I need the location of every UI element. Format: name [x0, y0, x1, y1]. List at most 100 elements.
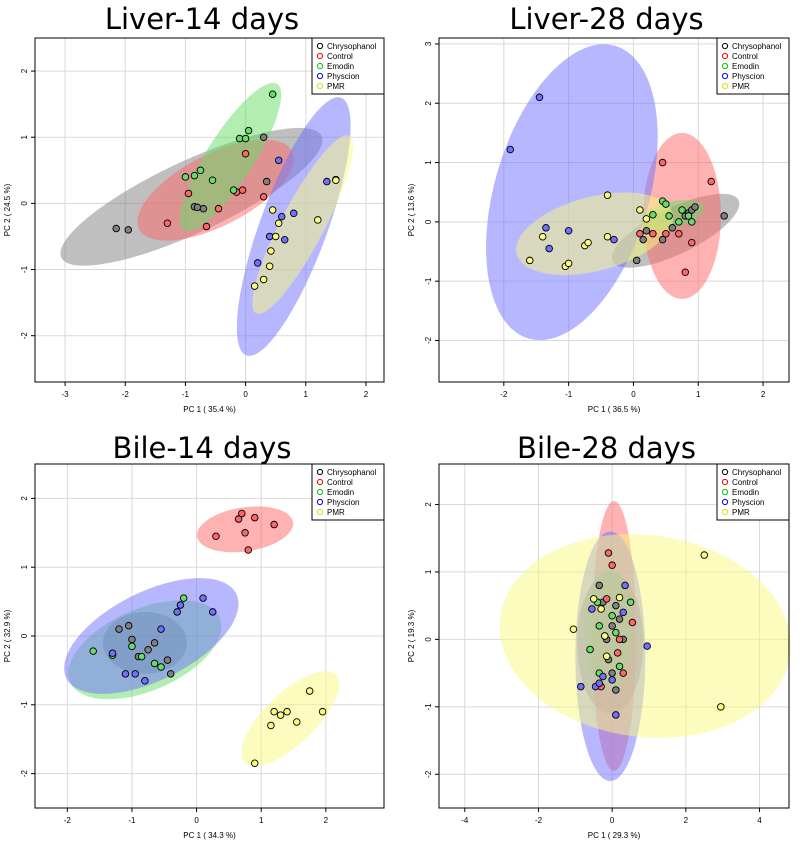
- point-pmr: [589, 595, 598, 603]
- point-chrysophanol: [608, 669, 616, 677]
- point-emodin: [675, 218, 683, 226]
- point-pmr: [642, 215, 651, 223]
- point-emodin: [684, 212, 693, 220]
- x-axis-label: PC 1 ( 36.5 %): [588, 405, 641, 414]
- point-pmr: [293, 718, 301, 726]
- legend-marker-control: [721, 52, 729, 60]
- point-chrysophanol: [163, 656, 172, 664]
- point-physcion: [199, 594, 207, 602]
- point-physcion: [131, 670, 139, 678]
- y-tick-label: 1: [20, 134, 29, 139]
- legend-marker-physcion: [316, 72, 324, 80]
- legend-marker-pmr: [721, 508, 729, 516]
- point-emodin: [128, 642, 136, 651]
- legend-label-control: Control: [327, 52, 353, 61]
- y-tick-label: 2: [424, 100, 433, 105]
- point-chrysophanol: [150, 639, 159, 647]
- point-control: [234, 515, 243, 523]
- legend-box: [716, 37, 790, 95]
- point-pmr: [265, 262, 274, 270]
- point-pmr: [267, 721, 275, 730]
- point-chrysophanol: [199, 204, 208, 213]
- axis-ticks: -2 -1 0 1 2 -2 -1 0 1 2: [20, 496, 328, 825]
- confidence-ellipses: [499, 501, 792, 782]
- axis-ticks: -3 -2 -1 0 1 2 -2 -1 0 1 2: [20, 68, 369, 399]
- legend-label-chrysophanol: Chrysophanol: [327, 468, 377, 477]
- x-tick-label: 0: [610, 816, 615, 825]
- legend-label-chrysophanol: Chrysophanol: [732, 468, 782, 477]
- point-physcion: [323, 177, 331, 186]
- point-physcion: [141, 676, 149, 685]
- point-control: [270, 520, 278, 529]
- point-pmr: [267, 247, 275, 255]
- point-physcion: [545, 244, 553, 253]
- plot-frame: [438, 37, 790, 383]
- point-control: [212, 532, 220, 540]
- point-control: [658, 158, 667, 167]
- legend-label-emodin: Emodin: [327, 488, 354, 497]
- point-physcion: [157, 625, 165, 633]
- point-chrysophanol: [612, 686, 620, 694]
- point-pmr: [603, 191, 612, 199]
- legend-marker-pmr: [316, 82, 324, 90]
- point-control: [613, 649, 622, 657]
- x-tick-label: -2: [500, 390, 508, 399]
- y-tick-label: -2: [424, 336, 433, 344]
- legend-label-pmr: PMR: [327, 508, 345, 517]
- point-physcion: [108, 649, 117, 657]
- point-emodin: [688, 218, 696, 226]
- point-control: [214, 204, 223, 213]
- chart-title: Liver-14 days: [104, 2, 300, 36]
- x-tick-label: 1: [696, 390, 701, 399]
- x-tick-label: 2: [324, 816, 329, 825]
- point-control: [675, 229, 683, 238]
- point-physcion: [208, 608, 217, 616]
- panel-liver-14: Liver-14 days -3 -2 -1 0 1 2 -2 -1 0 1 2 PC 1 ( 35.…: [0, 0, 404, 426]
- point-control: [619, 669, 627, 677]
- legend-marker-pmr: [721, 82, 729, 90]
- legend-box: [311, 37, 385, 95]
- point-control: [662, 229, 670, 238]
- ellipse-pmr: [241, 671, 340, 766]
- y-tick-label: 0: [424, 637, 433, 642]
- point-emodin: [649, 210, 657, 219]
- legend-box: [311, 463, 385, 521]
- legend-marker-physcion: [721, 72, 729, 80]
- point-physcion: [599, 672, 607, 681]
- y-tick-label: 0: [424, 219, 433, 224]
- point-emodin: [137, 652, 146, 661]
- y-axis-label: PC 2 ( 19.3 %): [407, 609, 416, 662]
- legend-marker-control: [316, 52, 324, 60]
- data-points: [112, 90, 340, 290]
- x-tick-label: -2: [64, 816, 72, 825]
- point-pmr: [271, 232, 280, 241]
- point-emodin: [662, 200, 670, 208]
- y-axis-label: PC 2 ( 32.9 %): [3, 609, 12, 662]
- point-physcion: [610, 235, 618, 244]
- point-control: [604, 549, 613, 557]
- point-pmr: [270, 707, 278, 716]
- x-tick-label: -4: [461, 816, 469, 825]
- point-physcion: [619, 608, 627, 617]
- point-chrysophanol: [193, 203, 202, 212]
- point-pmr: [615, 593, 624, 602]
- legend-label-pmr: PMR: [732, 82, 750, 91]
- point-physcion: [643, 642, 651, 650]
- y-tick-label: -1: [424, 277, 433, 285]
- point-chrysophanol: [124, 226, 133, 234]
- point-physcion: [280, 236, 289, 244]
- point-emodin: [665, 212, 673, 220]
- point-physcion: [577, 682, 585, 691]
- point-physcion: [173, 608, 181, 616]
- y-tick-label: 3: [424, 41, 433, 46]
- legend-marker-chrysophanol: [721, 468, 729, 476]
- legend-label-control: Control: [732, 478, 758, 487]
- point-chrysophanol: [668, 224, 677, 232]
- data-points: [89, 509, 327, 768]
- y-tick-label: 1: [20, 564, 29, 569]
- point-physcion: [595, 679, 604, 687]
- point-control: [649, 229, 657, 238]
- point-control: [688, 238, 696, 247]
- chart-title: Bile-28 days: [517, 431, 696, 465]
